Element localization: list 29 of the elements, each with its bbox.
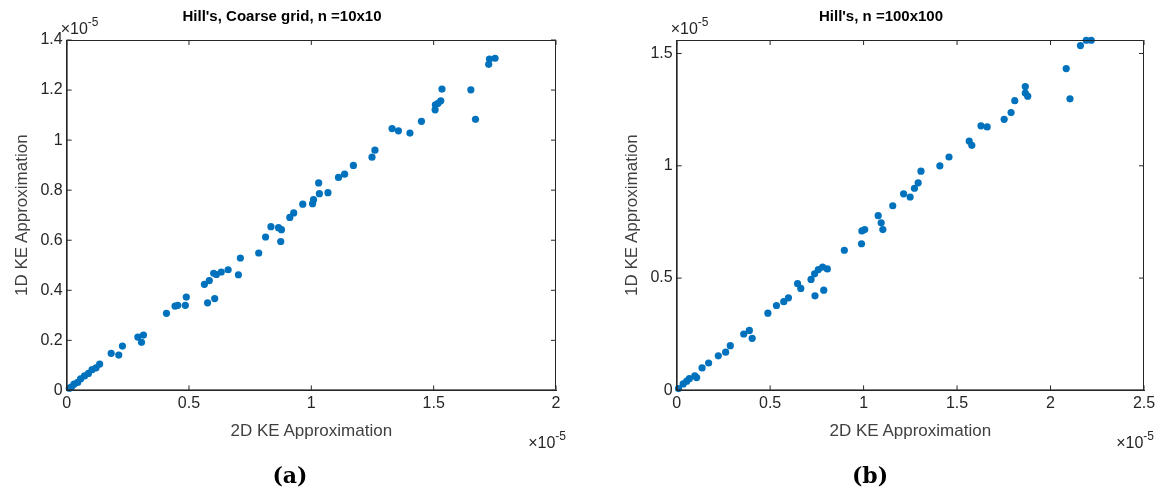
y-tick-label: 0.5 — [650, 268, 673, 286]
y-tick-label: 0.6 — [40, 230, 63, 248]
x-tick-label: 1.5 — [945, 394, 969, 412]
chart-title: Hill's, n =100x100 — [818, 7, 944, 25]
x-tick-label: 2 — [551, 394, 561, 412]
y-axis-title: 1D KE Approximation — [621, 134, 641, 296]
x-tick-label: 2 — [1046, 394, 1056, 412]
x-tick-label: 1 — [859, 394, 869, 412]
chart-title: Hill's, Coarse grid, n =10x10 — [182, 7, 382, 25]
x-axis-title: 2D KE Approximation — [829, 421, 992, 441]
y-tick-label: 1.2 — [40, 80, 63, 98]
x-tick-label: 2.5 — [1132, 394, 1156, 412]
y-tick-label: 1 — [53, 130, 63, 148]
x-tick-label: 0.5 — [758, 394, 782, 412]
y-tick-label: 1 — [663, 156, 673, 174]
x-axis-title: 2D KE Approximation — [230, 421, 393, 441]
y-tick-label: 1.5 — [650, 43, 673, 61]
y-axis-title: 1D KE Approximation — [11, 134, 31, 296]
x-tick-label: 1 — [306, 394, 316, 412]
y-tick-label: 0.8 — [40, 180, 63, 198]
y-tick-label: 0.4 — [40, 280, 63, 298]
x-tick-label: 0.5 — [177, 394, 201, 412]
text: (a) — [271, 462, 309, 488]
y-tick-label: 0 — [53, 380, 63, 398]
y-tick-label: 0 — [663, 380, 673, 398]
x-tick-label: 1.5 — [422, 394, 445, 412]
y-tick-label: 1.4 — [40, 30, 63, 48]
y-tick-label: 0.2 — [40, 330, 63, 348]
text: (b) — [850, 462, 890, 488]
